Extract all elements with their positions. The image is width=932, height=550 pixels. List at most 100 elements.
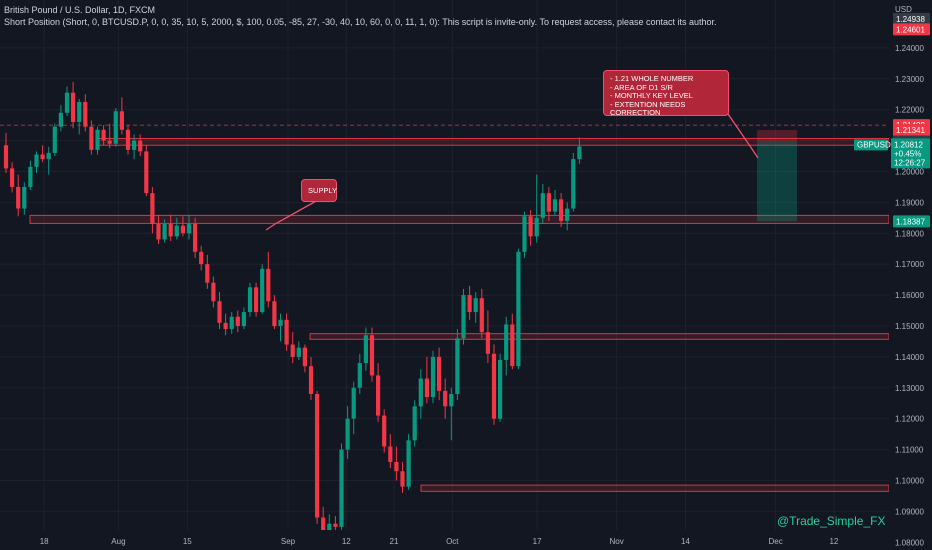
short-position-tool[interactable] <box>757 130 797 222</box>
time-axis[interactable]: 18 Aug 15 Sep 12 21 Oct 17 Nov 14 Dec 12 <box>0 530 889 550</box>
time-axis-background <box>0 530 889 550</box>
price-tick-label: 1.16000 <box>895 291 924 300</box>
candle-body <box>571 159 576 209</box>
position-reward-zone <box>757 141 797 222</box>
candle-body <box>351 387 356 419</box>
price-tick-label: 1.23000 <box>895 75 924 84</box>
current-price-tag <box>891 138 930 169</box>
candle-body <box>199 251 204 265</box>
candle-body <box>52 126 57 153</box>
candle-body <box>412 406 417 441</box>
candle-body <box>272 301 277 326</box>
candle-body <box>162 224 167 240</box>
price-tick-label: 1.19000 <box>895 198 924 207</box>
candle-body <box>565 208 570 221</box>
candle-body <box>290 344 295 357</box>
price-tag-label: 1.24601 <box>896 25 925 34</box>
price-tick-label: 1.14000 <box>895 353 924 362</box>
candle-body <box>546 193 551 212</box>
candle-body <box>382 415 387 447</box>
candle-body <box>205 264 210 283</box>
candle-body <box>321 517 326 534</box>
candle-body <box>516 251 521 367</box>
indicator-description[interactable]: Short Position (Short, 0, BTCUSD.P, 0, 0… <box>4 17 717 27</box>
candle-body <box>284 319 289 345</box>
candle-body <box>235 316 240 326</box>
candle-body <box>437 356 442 391</box>
price-tick-label: 1.09000 <box>895 507 924 516</box>
time-tick-label: 15 <box>183 537 192 546</box>
candle-body <box>369 335 375 376</box>
candle-body <box>376 375 381 416</box>
symbol-title[interactable]: British Pound / U.S. Dollar, 1D, FXCM <box>4 5 156 15</box>
note-line: - EXTENTION NEEDS CORRECTION <box>610 99 686 117</box>
candle-body <box>357 363 362 388</box>
price-tag <box>893 215 930 228</box>
price-tick-label: 1.08000 <box>895 538 924 547</box>
candle-body <box>95 129 100 150</box>
candle-body <box>113 111 118 144</box>
candle-body <box>22 186 27 209</box>
candle-body <box>241 312 246 326</box>
candle-body <box>168 224 173 237</box>
candle-body <box>211 282 216 302</box>
price-tick-label: 1.18000 <box>895 229 924 238</box>
candle-body <box>315 393 320 518</box>
bar-countdown-label: 12:26:27 <box>894 158 926 167</box>
candle-body <box>3 145 9 169</box>
candle-body <box>71 92 76 123</box>
candle-body <box>16 186 21 209</box>
candle-body <box>308 366 314 394</box>
note-line: - AREA OF D1 S/R <box>610 82 673 92</box>
candle-body <box>223 322 228 330</box>
candle-body <box>89 126 94 150</box>
candle-body <box>125 129 131 150</box>
time-tick-label: Aug <box>111 537 125 546</box>
time-tick-label: 12 <box>342 537 351 546</box>
candle-body <box>339 449 344 527</box>
candle-body <box>406 440 411 487</box>
candle-body <box>424 378 429 398</box>
candle-body <box>144 151 149 194</box>
candle-body <box>302 347 307 367</box>
candle-body <box>34 154 39 167</box>
candle-body <box>485 332 490 354</box>
price-tick-label: 1.15000 <box>895 322 924 331</box>
candle-body <box>473 298 478 313</box>
price-tag <box>893 12 930 25</box>
candle-body <box>46 152 51 160</box>
price-tick-label: 1.11000 <box>895 446 924 455</box>
time-tick-label: Sep <box>281 537 296 546</box>
candle-body <box>83 101 88 127</box>
candle-body <box>254 287 259 313</box>
candle-body <box>510 324 515 367</box>
candle-body <box>40 154 45 160</box>
price-tick-label: 1.12000 <box>895 415 924 424</box>
time-tick-label: 12 <box>829 537 838 546</box>
candle-body <box>498 359 503 419</box>
candle-body <box>77 101 82 123</box>
candle-body <box>150 193 155 225</box>
candle-body <box>540 193 545 218</box>
current-price-label: 1.20812 <box>894 140 923 149</box>
candle-body <box>266 268 271 302</box>
candle-body <box>418 378 423 407</box>
price-tag-label: 1.18387 <box>896 217 925 226</box>
candle-series <box>3 81 582 546</box>
price-tag <box>893 124 930 137</box>
note-line: - 1.21 WHOLE NUMBER <box>610 74 694 83</box>
candle-body <box>559 199 564 221</box>
price-tick-label: 1.10000 <box>895 476 924 485</box>
candle-body <box>156 224 161 240</box>
candle-body <box>229 316 234 330</box>
candle-body <box>522 216 527 252</box>
key-level-note[interactable]: - 1.21 WHOLE NUMBER - AREA OF D1 S/R - M… <box>603 70 729 117</box>
supply-callout-arrow <box>265 199 319 231</box>
price-axis[interactable]: USD1.240001.230001.220001.210001.200001.… <box>854 0 932 550</box>
candle-body <box>388 446 393 462</box>
supply-label[interactable]: SUPPLY <box>301 179 337 202</box>
time-tick-label: 17 <box>533 537 542 546</box>
candle-body <box>107 140 112 144</box>
candle-body <box>504 324 509 360</box>
